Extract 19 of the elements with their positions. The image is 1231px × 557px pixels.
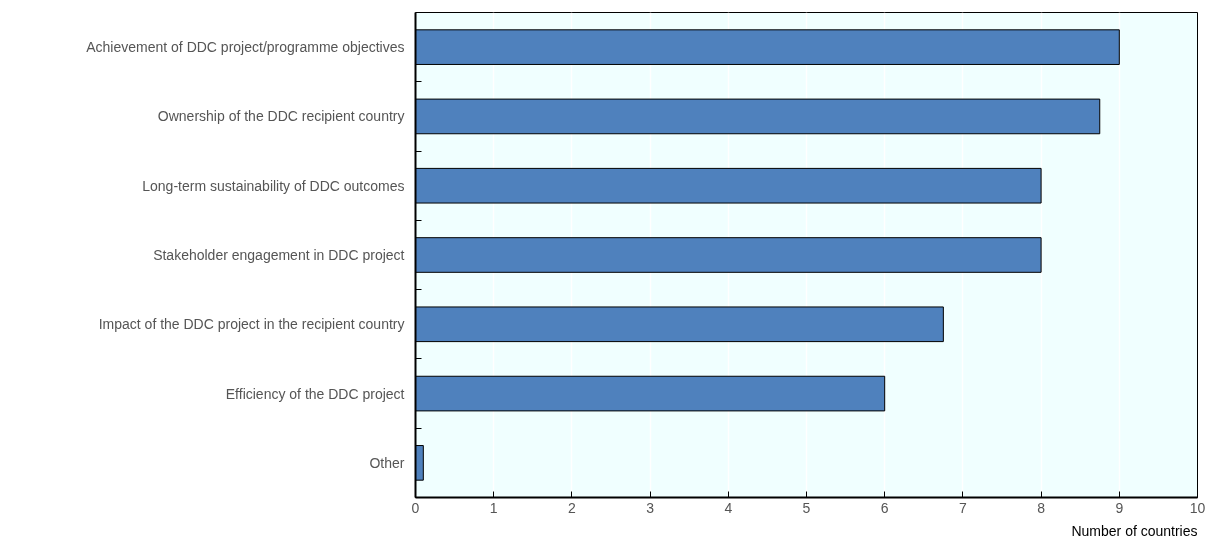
y-tick-label: Ownership of the DDC recipient country (157, 108, 405, 125)
x-tick-label: 6 (880, 499, 889, 516)
x-tick-label: 0 (411, 499, 420, 516)
x-tick-label: 10 (1189, 499, 1206, 516)
x-tick-label: 2 (568, 499, 577, 516)
y-tick-label: Stakeholder engagement in DDC project (153, 247, 405, 263)
x-tick-label: 5 (802, 499, 811, 516)
x-axis-title: Number of countries (1071, 522, 1198, 539)
y-tick-label: Long-term sustainability of DDC outcomes (142, 177, 405, 194)
y-tick-label: Other (369, 454, 405, 471)
x-tick-label: 4 (724, 499, 733, 516)
y-tick-label: Efficiency of the DDC project (225, 385, 405, 402)
x-tick-label: 7 (959, 499, 968, 516)
x-tick-label: 8 (1037, 499, 1046, 516)
x-tick-label: 1 (489, 499, 498, 516)
x-tick-label: 9 (1115, 499, 1124, 516)
y-tick-label: Achievement of DDC project/programme objectives (86, 39, 405, 56)
y-tick-label: Impact of the DDC project in the recipient country (98, 316, 405, 333)
x-tick-label: 3 (646, 499, 655, 516)
